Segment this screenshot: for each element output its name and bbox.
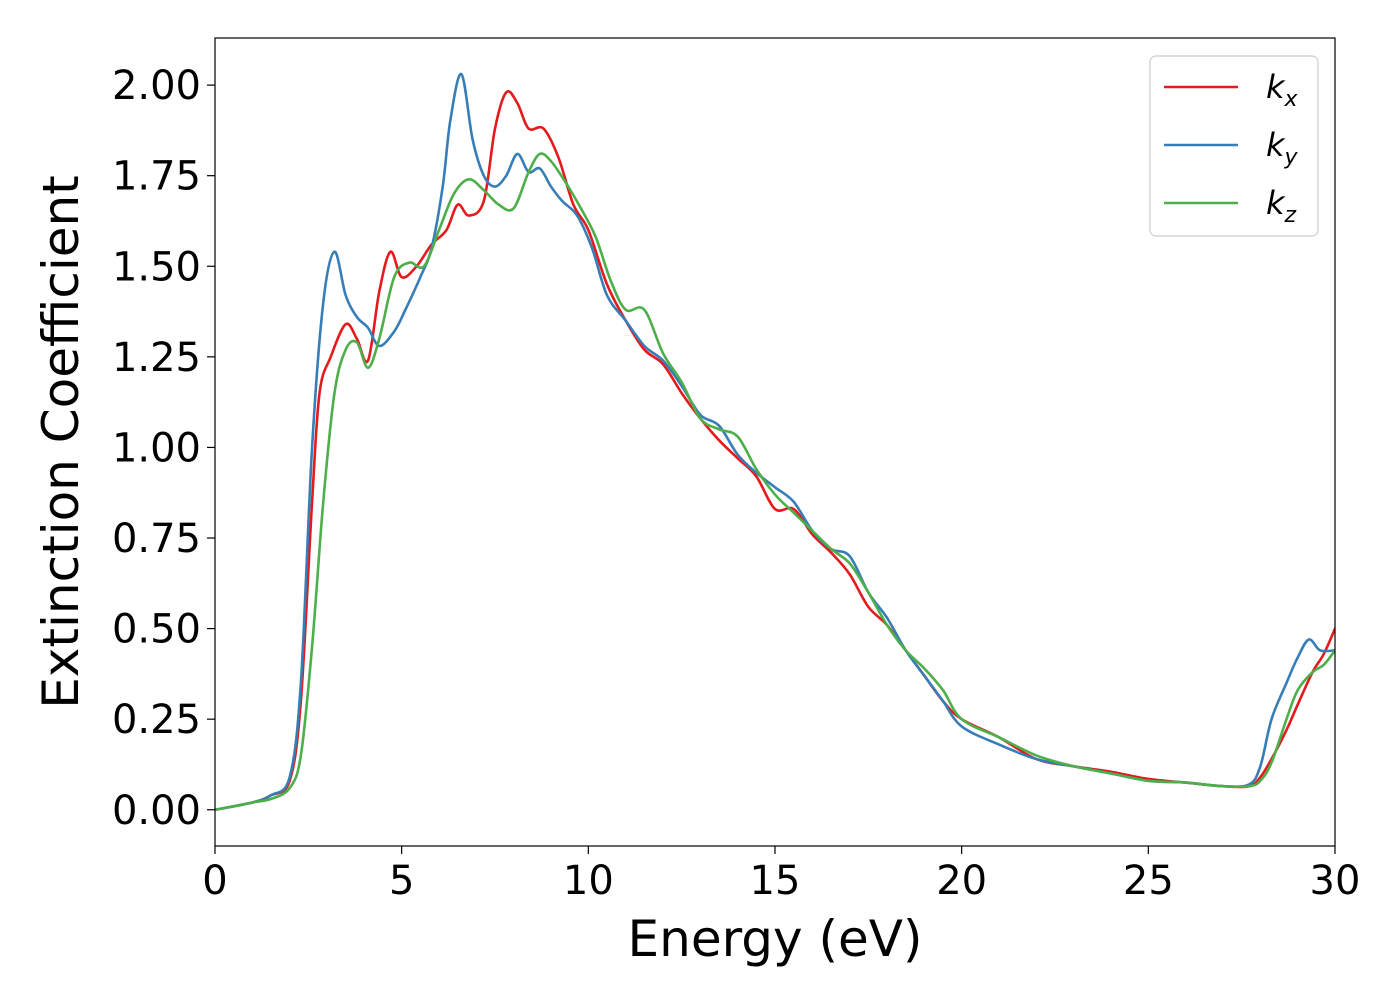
- y-axis-ticks: 0.00 0.25 0.50 0.75 1.00 1.25 1.50 1.75 2.00: [112, 63, 215, 834]
- x-tick-label: 30: [1310, 858, 1361, 904]
- y-tick-label: 2.00: [112, 63, 201, 109]
- legend-label-main: k: [1266, 184, 1286, 222]
- legend-label-x: kx: [1266, 68, 1299, 112]
- x-tick-label: 0: [202, 858, 227, 904]
- y-tick-label: 0.00: [112, 788, 201, 834]
- legend-label-y: ky: [1266, 126, 1299, 170]
- y-tick-label: 1.75: [112, 154, 201, 200]
- y-tick-label: 0.25: [112, 697, 201, 743]
- x-tick-label: 25: [1123, 858, 1174, 904]
- legend-label-main: k: [1266, 68, 1286, 106]
- x-tick-label: 20: [936, 858, 987, 904]
- legend-label-main: k: [1266, 126, 1286, 164]
- y-tick-label: 0.75: [112, 516, 201, 562]
- legend-label-subscript: x: [1284, 87, 1299, 112]
- legend-label-subscript: z: [1284, 203, 1297, 228]
- y-tick-label: 0.50: [112, 607, 201, 653]
- x-axis-title: Energy (eV): [628, 910, 923, 968]
- series-layer: [215, 72, 1335, 812]
- x-axis-ticks: 0 5 10 15 20 25 30: [202, 846, 1360, 904]
- y-axis-title: Extinction Coefficient: [32, 175, 90, 709]
- x-tick-label: 10: [563, 858, 614, 904]
- legend-label-subscript: y: [1284, 145, 1299, 170]
- y-tick-label: 1.00: [112, 425, 201, 471]
- x-tick-label: 15: [750, 858, 801, 904]
- y-tick-label: 1.50: [112, 244, 201, 290]
- legend-label-z: kz: [1266, 184, 1297, 228]
- x-tick-label: 5: [389, 858, 414, 904]
- series-line-z: [215, 152, 1335, 812]
- y-tick-label: 1.25: [112, 335, 201, 381]
